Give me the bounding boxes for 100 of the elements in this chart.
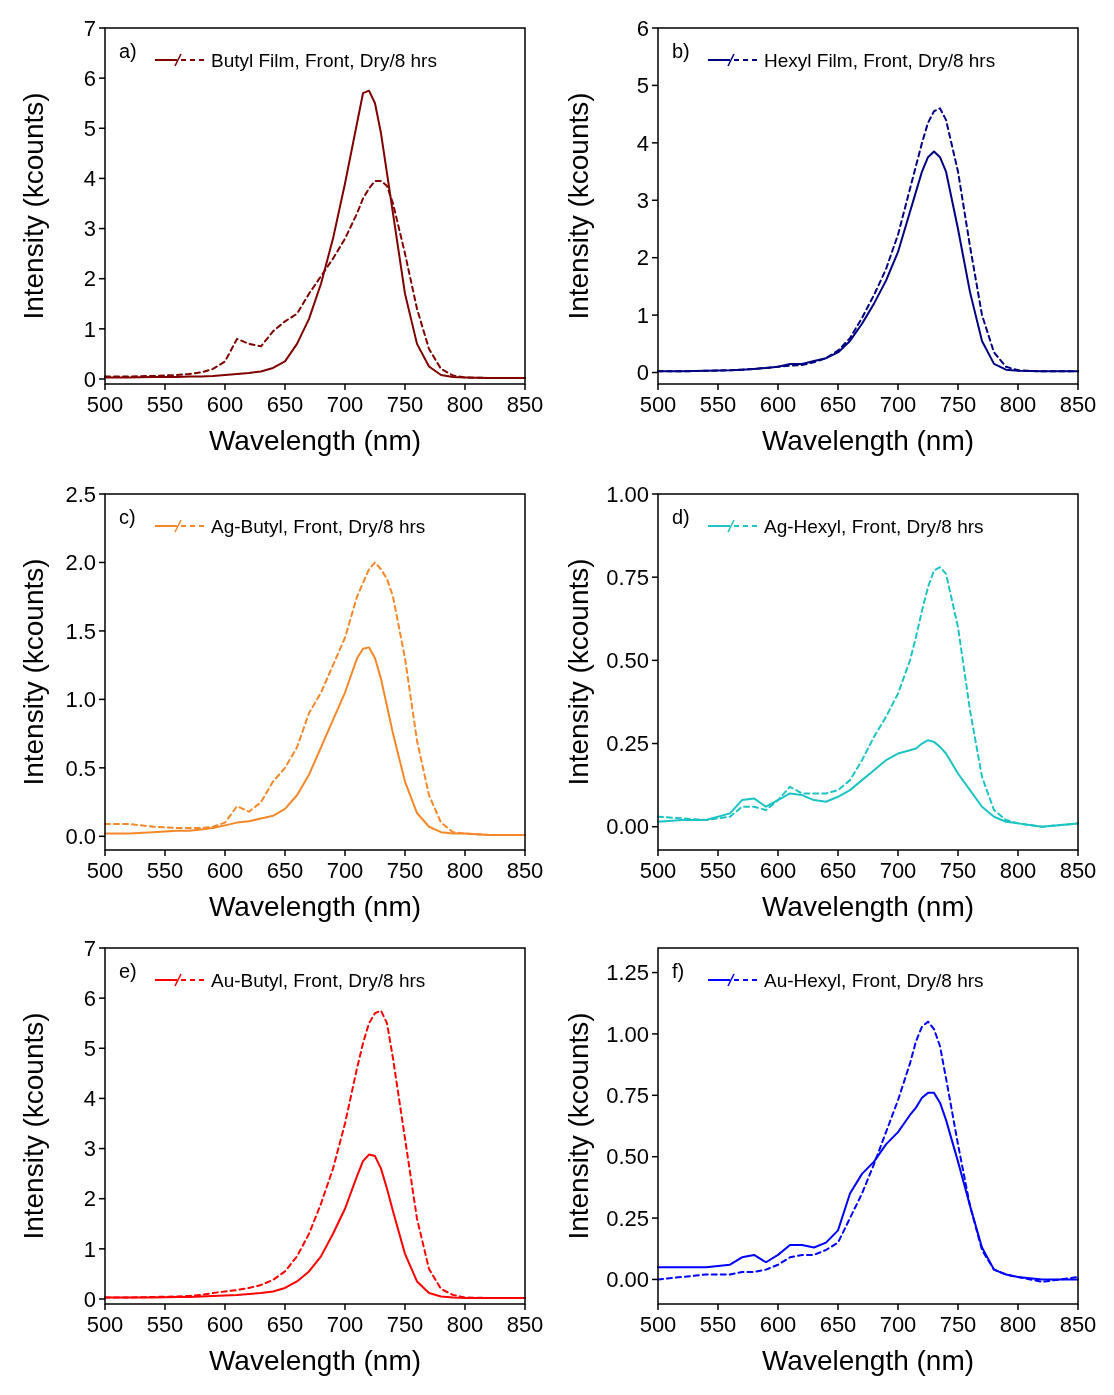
y-tick-label: 2 — [83, 1186, 96, 1212]
x-tick-label: 550 — [146, 392, 184, 417]
x-tick-label: 500 — [86, 1312, 124, 1337]
legend-label: Hexyl Film, Front, Dry/8 hrs — [764, 49, 996, 71]
y-tick-label: 5 — [83, 115, 96, 141]
x-tick-label: 750 — [939, 858, 977, 883]
x-axis-title: Wavelength (nm) — [208, 1345, 422, 1376]
x-tick-label: 550 — [699, 392, 737, 417]
legend-label: Au-Hexyl, Front, Dry/8 hrs — [764, 969, 984, 991]
x-tick-label: 700 — [326, 392, 364, 417]
x-tick-label: 500 — [86, 858, 124, 883]
y-axis-title: Intensity (kcounts) — [563, 1012, 594, 1240]
y-tick-label: 3 — [83, 216, 96, 242]
x-tick-label: 750 — [386, 858, 424, 883]
y-tick-label: 1.5 — [65, 618, 96, 644]
x-tick-label: 550 — [699, 1312, 737, 1337]
y-axis-title: Intensity (kcounts) — [18, 1012, 49, 1240]
y-tick-label: 0.75 — [606, 564, 649, 590]
y-tick-label: 0 — [83, 366, 96, 392]
y-tick-label: 6 — [636, 15, 649, 41]
y-tick-label: 6 — [83, 65, 96, 91]
x-tick-label: 700 — [879, 392, 917, 417]
x-tick-label: 800 — [446, 392, 484, 417]
annotation: c) — [119, 506, 136, 528]
x-tick-label: 500 — [639, 1312, 677, 1337]
legend-label: Au-Butyl, Front, Dry/8 hrs — [211, 969, 426, 991]
x-tick-label: 850 — [1059, 1312, 1097, 1337]
x-axis-title: Wavelength (nm) — [208, 425, 422, 456]
x-tick-label: 800 — [999, 392, 1037, 417]
y-axis-title: Intensity (kcounts) — [18, 558, 49, 786]
y-tick-label: 0 — [636, 360, 649, 386]
x-tick-label: 850 — [506, 392, 544, 417]
y-tick-label: 2 — [636, 245, 649, 271]
x-tick-label: 500 — [639, 392, 677, 417]
legend-label: Ag-Butyl, Front, Dry/8 hrs — [211, 515, 426, 537]
legend-label: Ag-Hexyl, Front, Dry/8 hrs — [764, 515, 984, 537]
annotation: e) — [119, 960, 137, 982]
y-tick-label: 0.25 — [606, 731, 649, 757]
x-tick-label: 600 — [206, 392, 244, 417]
x-tick-label: 600 — [206, 1312, 244, 1337]
y-axis-title: Intensity (kcounts) — [18, 92, 49, 320]
x-tick-label: 550 — [699, 858, 737, 883]
y-tick-label: 0.0 — [65, 824, 96, 850]
y-tick-label: 5 — [636, 73, 649, 99]
y-tick-label: 1.00 — [606, 481, 649, 507]
annotation: d) — [672, 506, 690, 528]
y-tick-label: 3 — [636, 187, 649, 213]
y-tick-label: 0.5 — [65, 755, 96, 781]
y-tick-label: 1 — [83, 1236, 96, 1262]
y-tick-label: 1 — [83, 316, 96, 342]
x-axis-title: Wavelength (nm) — [761, 1345, 975, 1376]
x-tick-label: 800 — [446, 1312, 484, 1337]
x-tick-label: 600 — [759, 1312, 797, 1337]
y-tick-label: 1.25 — [606, 960, 649, 986]
y-tick-label: 0.50 — [606, 648, 649, 674]
y-tick-label: 1.0 — [65, 687, 96, 713]
x-tick-label: 750 — [939, 1312, 977, 1337]
x-tick-label: 650 — [819, 392, 857, 417]
x-tick-label: 850 — [506, 858, 544, 883]
x-tick-label: 550 — [146, 858, 184, 883]
x-tick-label: 600 — [759, 858, 797, 883]
x-tick-label: 800 — [446, 858, 484, 883]
x-tick-label: 650 — [266, 858, 304, 883]
y-tick-label: 3 — [83, 1136, 96, 1162]
x-tick-label: 850 — [1059, 392, 1097, 417]
y-tick-label: 4 — [83, 166, 96, 192]
y-tick-label: 0 — [83, 1286, 96, 1312]
x-tick-label: 650 — [266, 1312, 304, 1337]
annotation: a) — [119, 40, 137, 62]
y-tick-label: 6 — [83, 985, 96, 1011]
y-tick-label: 1 — [636, 302, 649, 328]
x-tick-label: 700 — [879, 1312, 917, 1337]
x-tick-label: 650 — [819, 858, 857, 883]
x-tick-label: 800 — [999, 1312, 1037, 1337]
y-axis-title: Intensity (kcounts) — [563, 92, 594, 320]
y-tick-label: 2.5 — [65, 481, 96, 507]
x-tick-label: 850 — [1059, 858, 1097, 883]
x-tick-label: 500 — [639, 858, 677, 883]
x-tick-label: 800 — [999, 858, 1037, 883]
annotation: b) — [672, 40, 690, 62]
x-tick-label: 600 — [759, 392, 797, 417]
x-tick-label: 700 — [326, 858, 364, 883]
legend-label: Butyl Film, Front, Dry/8 hrs — [211, 49, 437, 71]
x-tick-label: 600 — [206, 858, 244, 883]
x-tick-label: 700 — [879, 858, 917, 883]
x-tick-label: 750 — [386, 392, 424, 417]
x-tick-label: 550 — [146, 1312, 184, 1337]
y-tick-label: 7 — [83, 935, 96, 961]
x-tick-label: 650 — [266, 392, 304, 417]
y-tick-label: 5 — [83, 1035, 96, 1061]
y-tick-label: 4 — [636, 130, 649, 156]
y-tick-label: 0.25 — [606, 1205, 649, 1231]
x-tick-label: 500 — [86, 392, 124, 417]
annotation: f) — [672, 960, 685, 982]
y-tick-label: 0.75 — [606, 1083, 649, 1109]
y-tick-label: 0.50 — [606, 1144, 649, 1170]
y-tick-label: 4 — [83, 1086, 96, 1112]
x-tick-label: 850 — [506, 1312, 544, 1337]
x-tick-label: 750 — [939, 392, 977, 417]
x-axis-title: Wavelength (nm) — [761, 891, 975, 922]
